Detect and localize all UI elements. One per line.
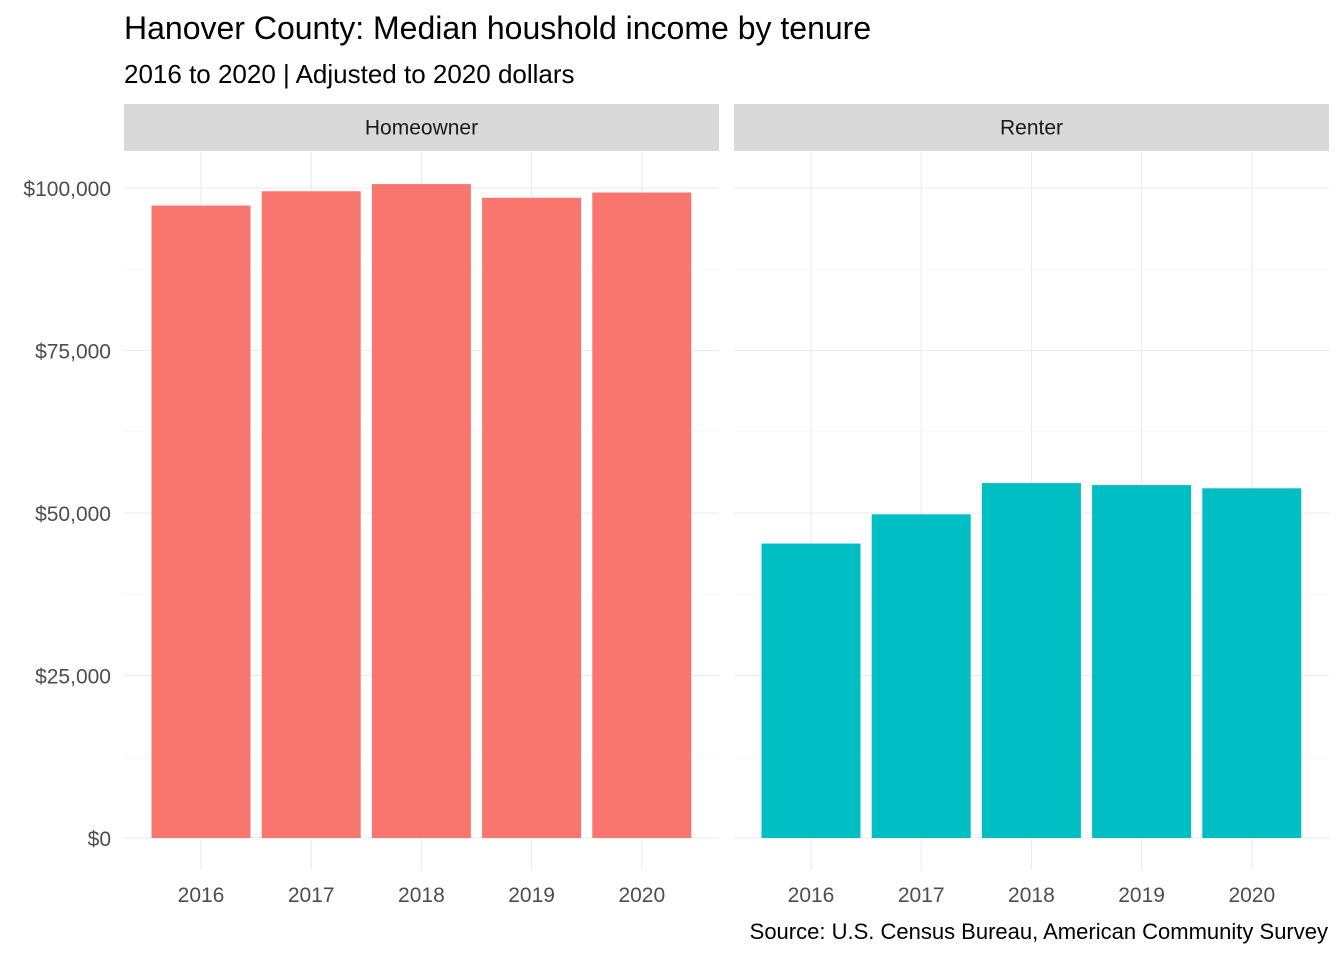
panel-renter: Renter 2016 2017 2018 2019 2020	[734, 104, 1329, 907]
y-tick-label: $50,000	[35, 503, 111, 526]
bar-renter-2019	[1092, 485, 1192, 838]
facet-strip	[734, 104, 1329, 151]
facet-strip-label: Renter	[1000, 117, 1063, 140]
bar-homeowner-2020	[592, 192, 692, 839]
facet-strip	[124, 104, 719, 151]
bar-homeowner-2019	[482, 197, 582, 838]
y-tick-label: $25,000	[35, 666, 111, 689]
chart-title: Hanover County: Median houshold income b…	[124, 10, 872, 46]
x-tick-label: 2017	[288, 884, 335, 907]
bar-renter-2016	[761, 543, 861, 838]
x-tick-label: 2020	[1228, 884, 1275, 907]
panel-homeowner: Homeowner 2016 2017 2018 2019 2020	[124, 104, 719, 907]
y-tick-label: $0	[88, 828, 111, 851]
x-tick-label: 2016	[178, 884, 225, 907]
x-tick-label: 2019	[1118, 884, 1165, 907]
bar-homeowner-2018	[371, 184, 471, 839]
bar-homeowner-2017	[261, 191, 361, 838]
x-tick-label: 2016	[788, 884, 835, 907]
x-tick-label: 2017	[898, 884, 945, 907]
bar-renter-2018	[981, 483, 1081, 838]
chart-subtitle: 2016 to 2020 | Adjusted to 2020 dollars	[124, 59, 575, 89]
x-tick-label: 2018	[398, 884, 445, 907]
x-tick-label: 2019	[508, 884, 555, 907]
bar-renter-2020	[1202, 488, 1302, 838]
chart-source-caption: Source: U.S. Census Bureau, American Com…	[749, 919, 1328, 944]
facet-strip-label: Homeowner	[365, 117, 478, 140]
bar-renter-2017	[871, 514, 971, 838]
y-tick-label: $100,000	[23, 178, 111, 201]
bar-homeowner-2016	[151, 205, 251, 839]
x-tick-label: 2020	[618, 884, 665, 907]
y-tick-label: $75,000	[35, 341, 111, 364]
x-tick-label: 2018	[1008, 884, 1055, 907]
